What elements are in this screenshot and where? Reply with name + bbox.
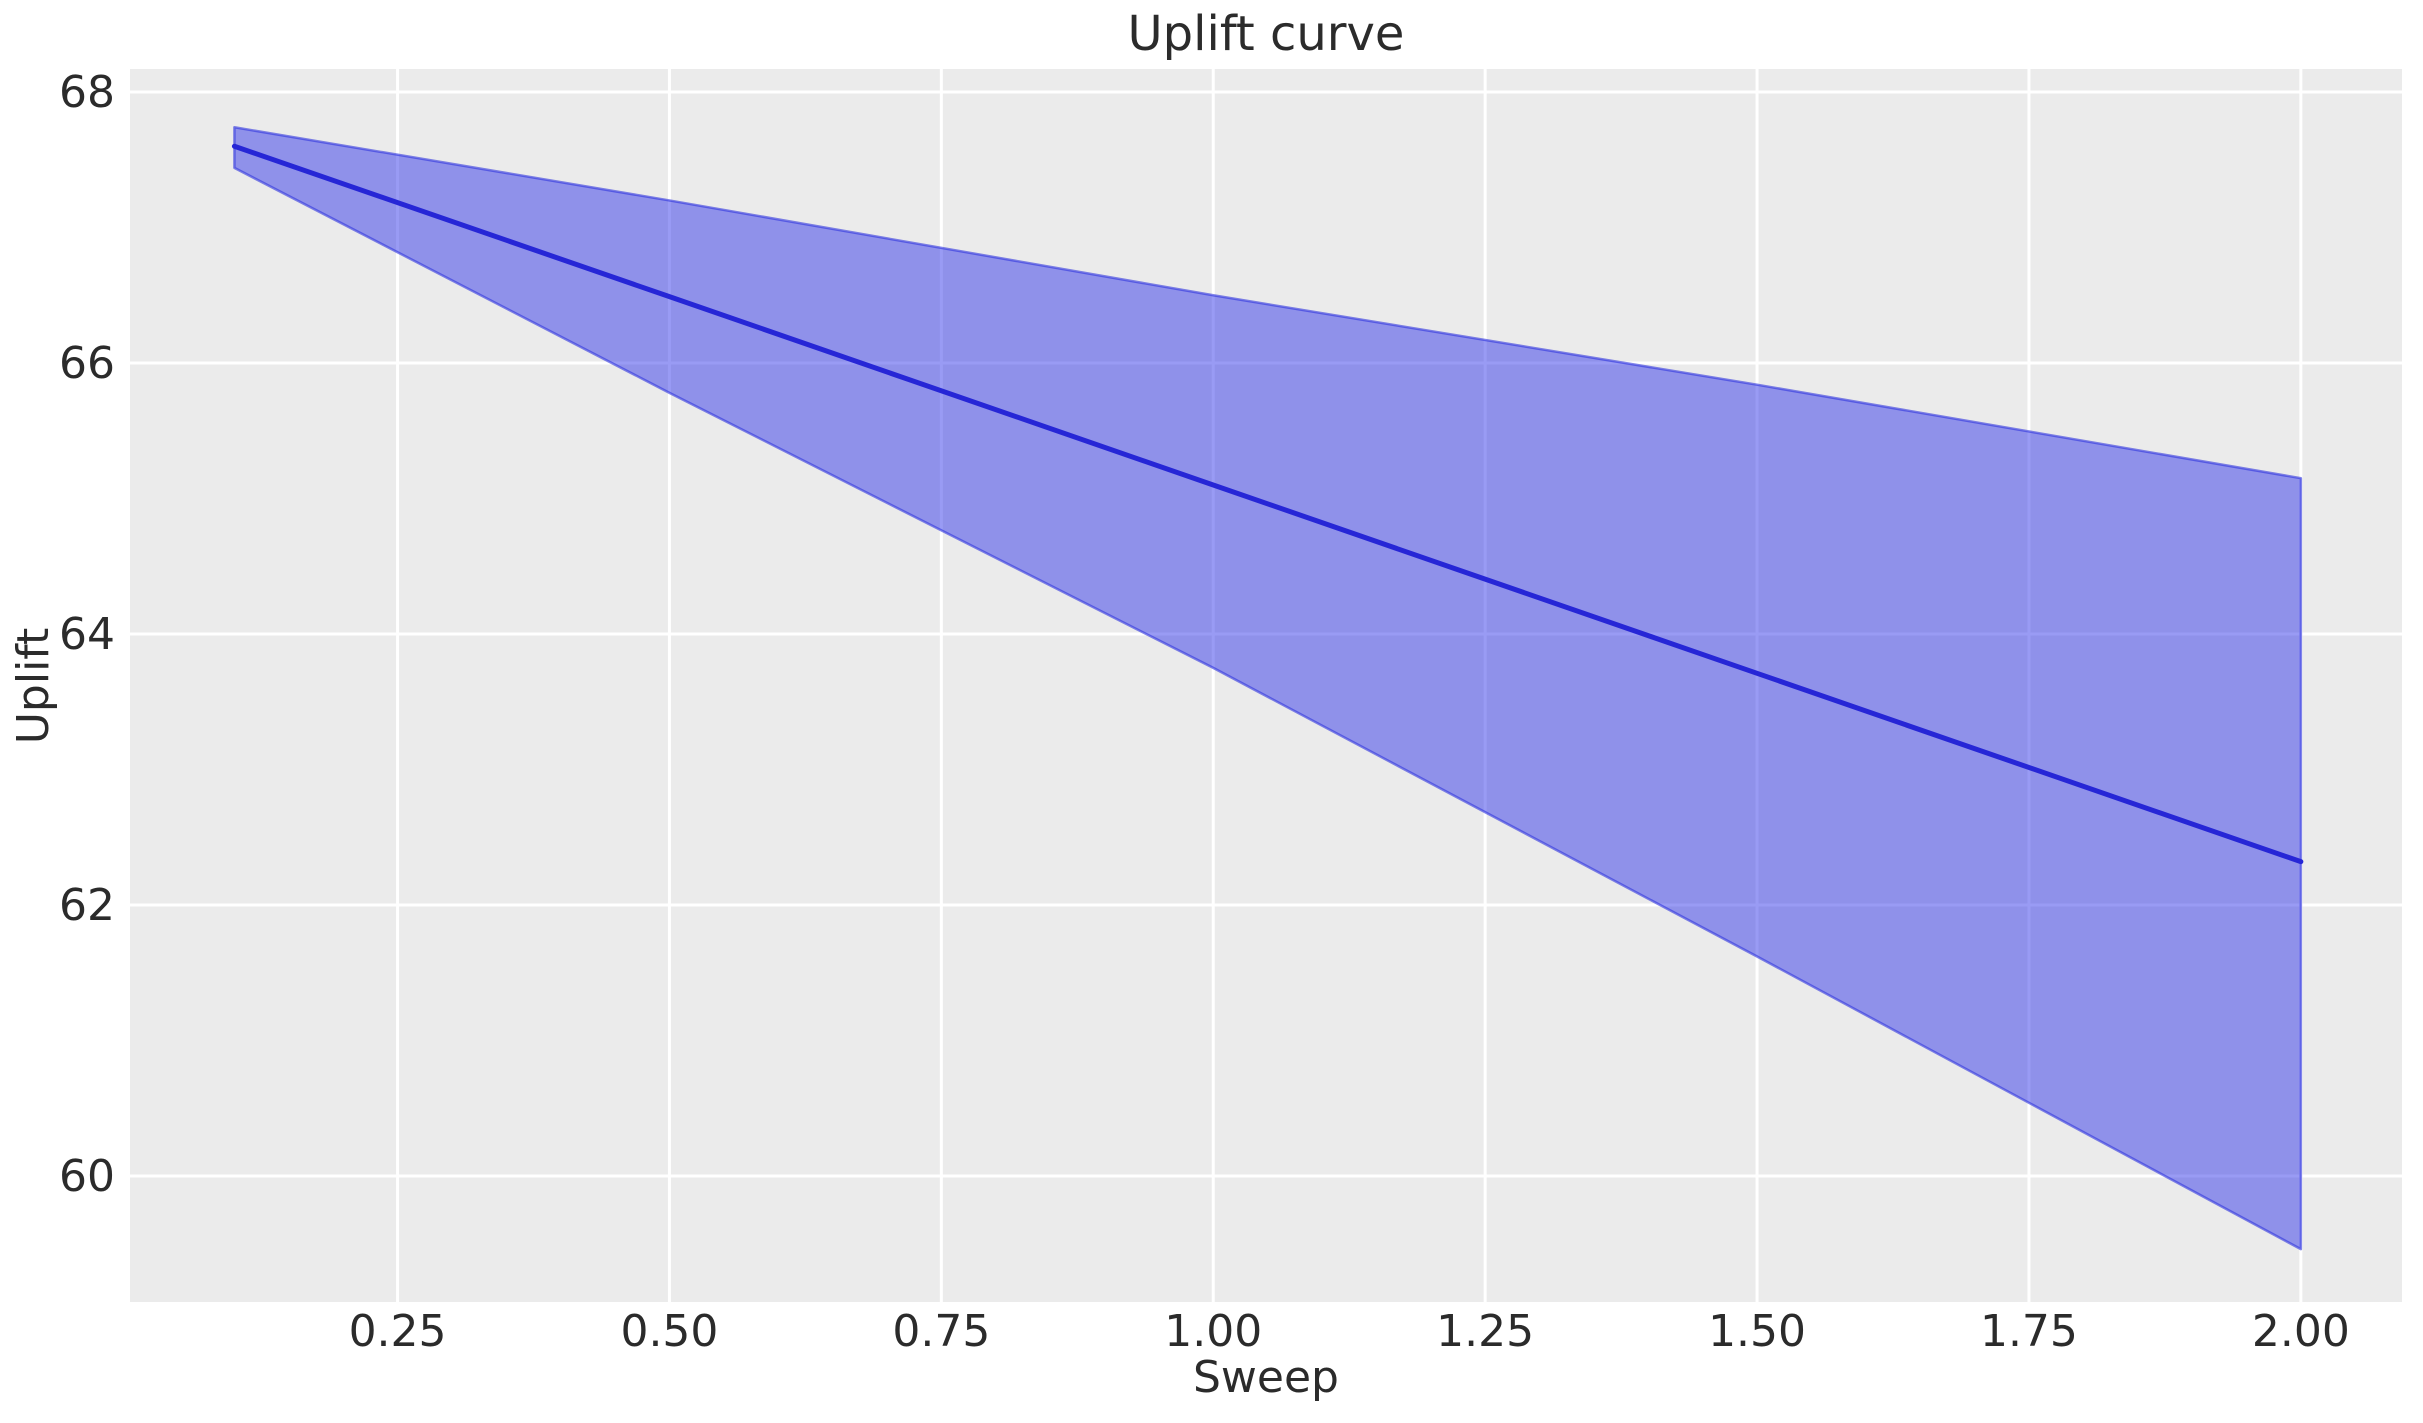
y-axis-label: Uplift: [8, 627, 59, 745]
y-tick-label: 62: [59, 880, 115, 931]
confidence-band: [233, 126, 2303, 1251]
x-tick-label: 0.75: [892, 1306, 990, 1357]
x-axis-label: Sweep: [1193, 1352, 1339, 1403]
uplift-line: [231, 143, 2304, 865]
x-tick-label: 0.25: [349, 1306, 447, 1357]
y-tick-label: 64: [59, 609, 115, 660]
x-tick-label: 0.50: [620, 1306, 718, 1357]
plot-area: [130, 69, 2402, 1302]
x-tick-label: 2.00: [2252, 1306, 2350, 1357]
x-tick-label: 1.00: [1164, 1306, 1262, 1357]
x-tick-label: 1.50: [1708, 1306, 1806, 1357]
y-tick-label: 68: [59, 67, 115, 118]
x-tick-label: 1.75: [1980, 1306, 2078, 1357]
y-tick-label: 60: [59, 1151, 115, 1202]
y-tick-label: 66: [59, 338, 115, 389]
chart-title: Uplift curve: [1127, 6, 1405, 62]
x-tick-label: 1.25: [1436, 1306, 1534, 1357]
